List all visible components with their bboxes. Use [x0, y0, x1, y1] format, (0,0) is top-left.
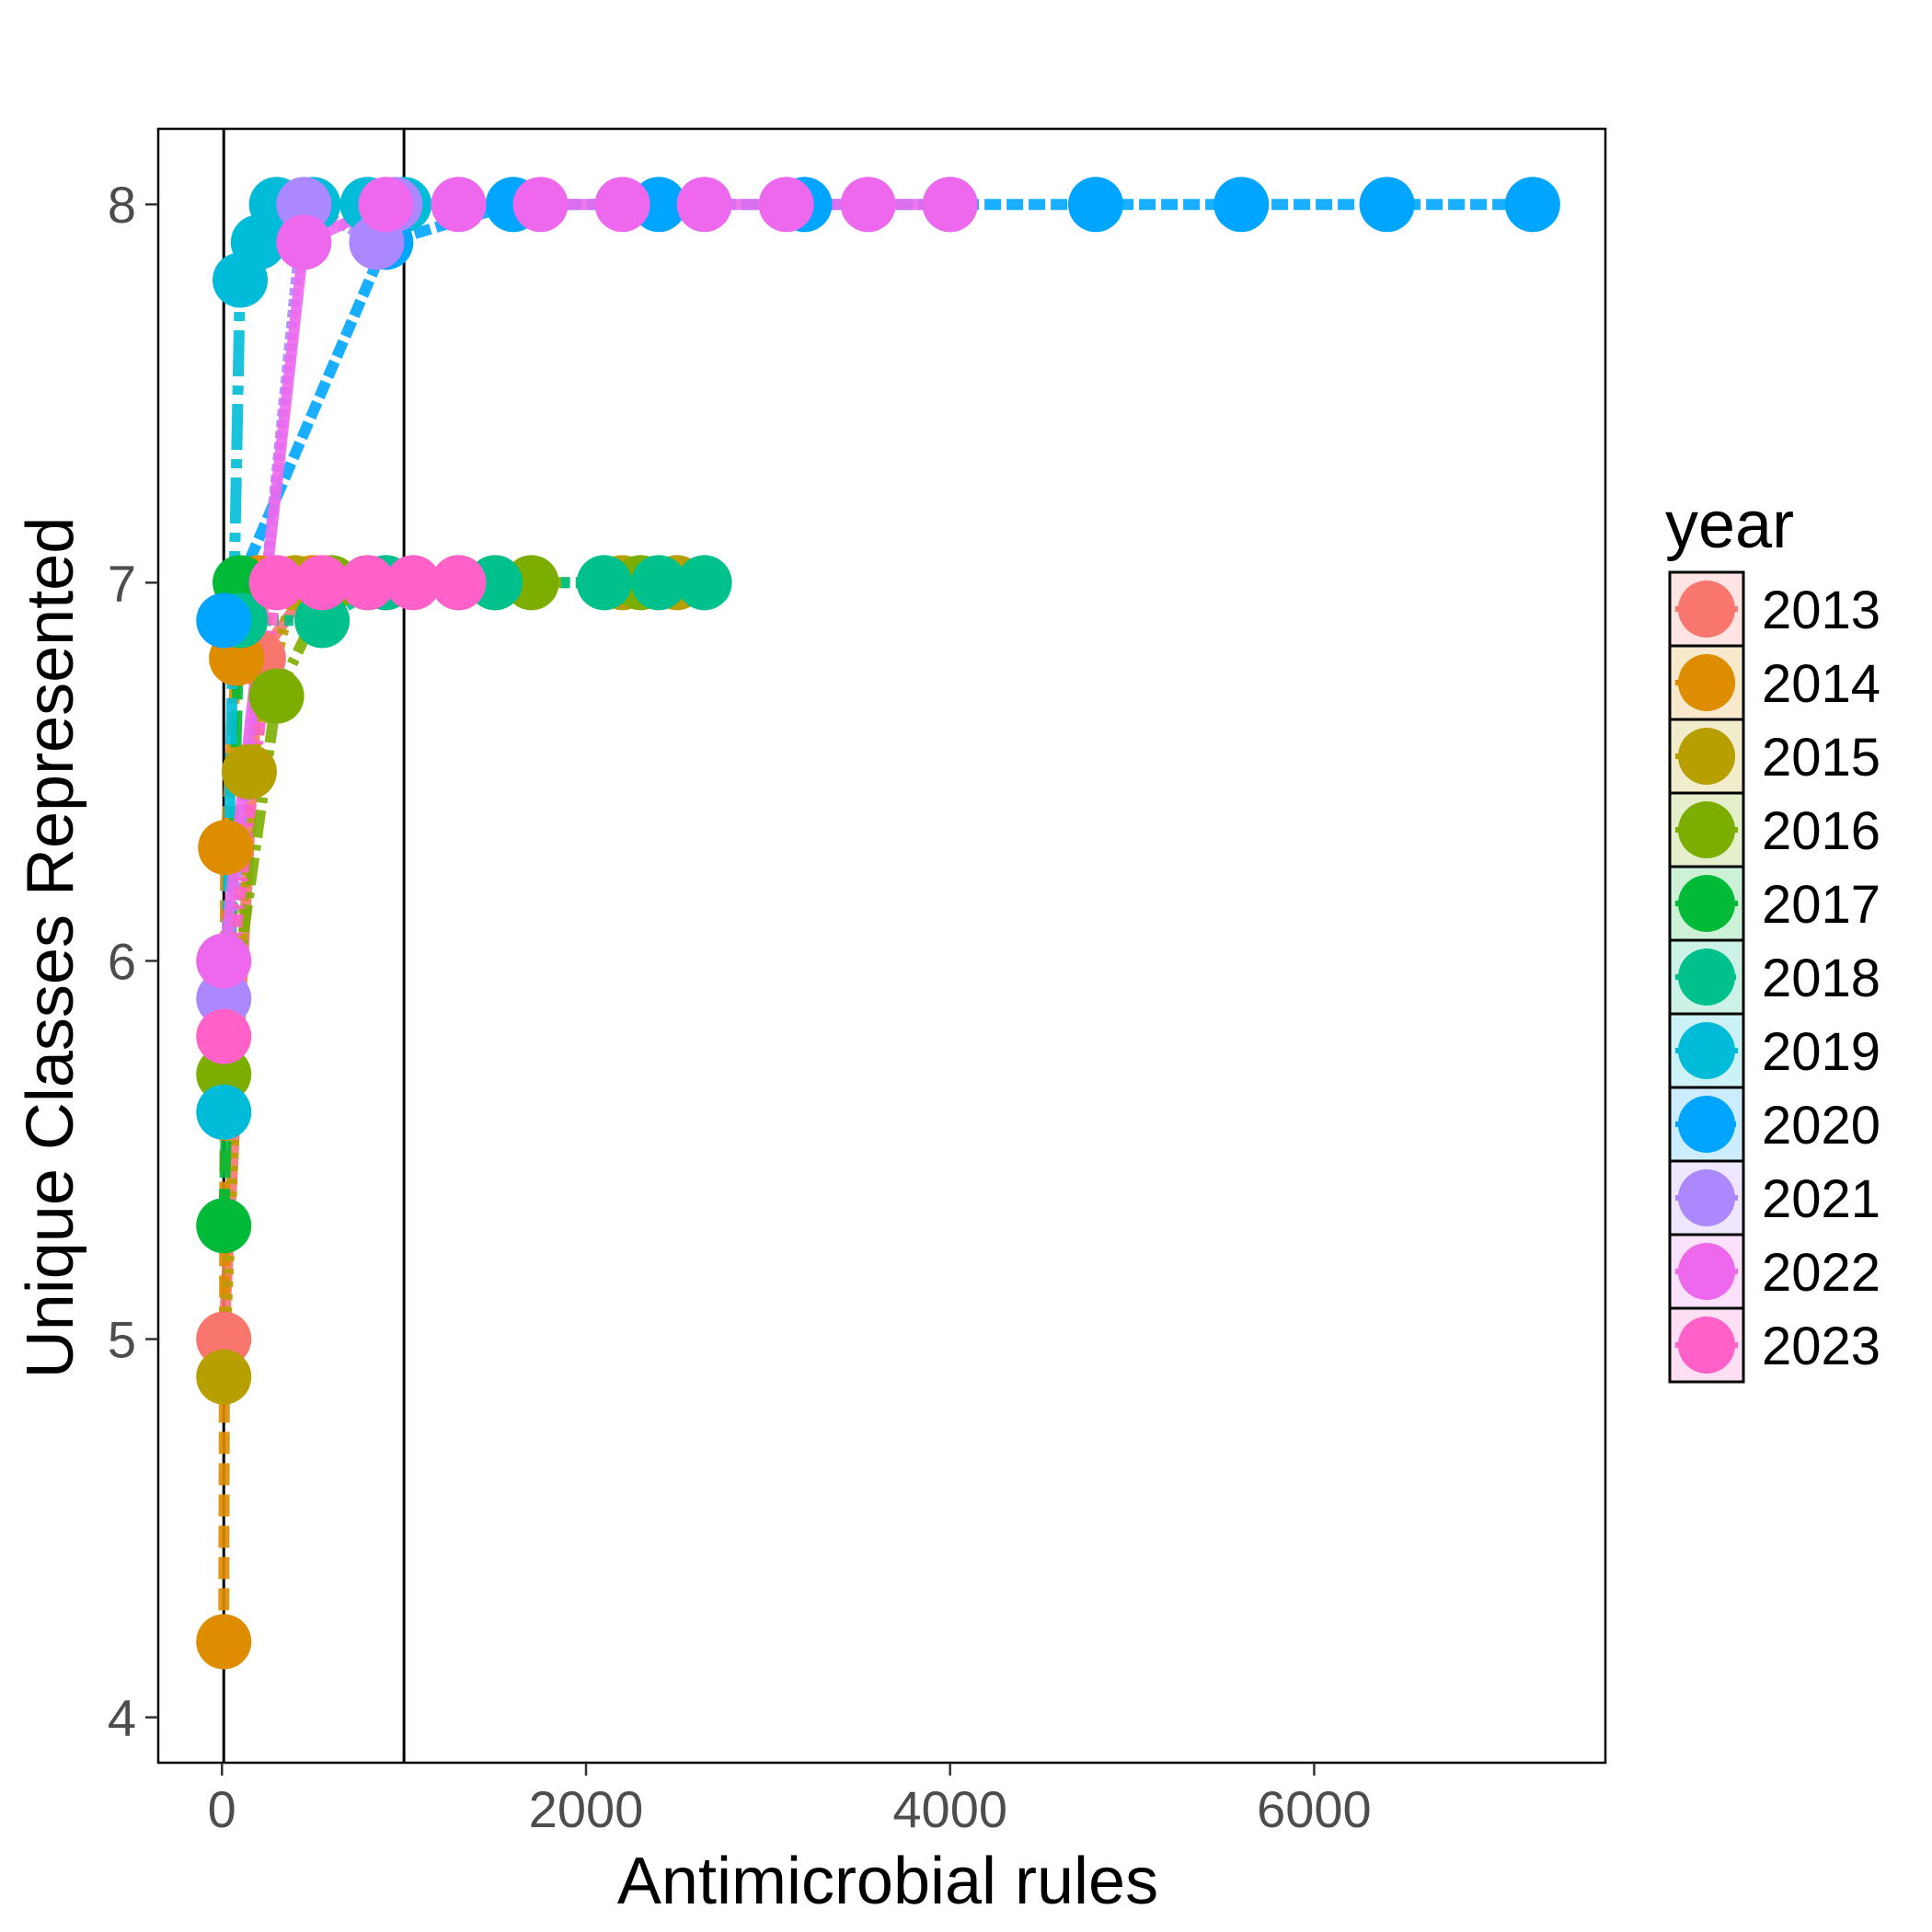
legend-label-2014: 2014: [1762, 654, 1880, 714]
data-point-2022-1: [276, 214, 332, 270]
data-point-2021-0: [196, 971, 252, 1027]
data-point-2022-3: [431, 177, 487, 233]
y-tick-label-3: 7: [108, 554, 136, 612]
legend-key-point-2023: [1678, 1317, 1735, 1374]
x-tick-label-1: 2000: [529, 1780, 644, 1838]
data-point-2023-3: [339, 555, 396, 611]
data-point-2023-4: [385, 555, 442, 611]
data-point-2022-5: [594, 177, 650, 233]
data-point-2023-2: [294, 555, 351, 611]
data-point-2023-1: [248, 555, 305, 611]
data-point-2022-9: [922, 177, 978, 233]
legend-key-point-2018: [1678, 949, 1735, 1006]
legend-key-point-2013: [1678, 581, 1735, 638]
data-point-2016-1: [248, 668, 305, 724]
legend-label-2015: 2015: [1762, 728, 1880, 788]
legend-label-2013: 2013: [1762, 581, 1880, 640]
data-point-2013-0: [196, 1311, 252, 1367]
legend-key-point-2014: [1678, 654, 1735, 711]
data-point-2018-5: [631, 555, 687, 611]
data-point-2020-0: [196, 592, 252, 649]
y-tick-label-2: 6: [108, 932, 136, 990]
data-point-2015-1: [221, 743, 277, 799]
data-point-2022-8: [840, 177, 896, 233]
data-point-2022-7: [758, 177, 814, 233]
data-point-2015-0: [196, 1349, 252, 1405]
x-tick-label-0: 0: [208, 1780, 236, 1838]
legend-label-2018: 2018: [1762, 949, 1880, 1008]
data-point-2022-0: [196, 933, 252, 989]
data-point-2020-9: [1504, 177, 1560, 233]
legend-label-2019: 2019: [1762, 1022, 1880, 1082]
legend-label-2020: 2020: [1762, 1096, 1880, 1156]
x-tick-label-3: 6000: [1257, 1780, 1372, 1838]
x-axis-title: Antimicrobial rules: [616, 1845, 1159, 1918]
data-point-2022-4: [512, 177, 569, 233]
y-axis-title: Unique Classes Represented: [14, 516, 87, 1379]
data-point-2021-1: [276, 177, 332, 233]
data-point-2020-8: [1359, 177, 1415, 233]
legend-label-2016: 2016: [1762, 801, 1880, 861]
data-point-2023-0: [196, 1008, 252, 1064]
legend-label-2017: 2017: [1762, 875, 1880, 935]
data-point-2020-6: [1067, 177, 1123, 233]
data-point-2014-1: [198, 820, 254, 876]
legend-label-2022: 2022: [1762, 1243, 1880, 1303]
legend-key-point-2017: [1678, 875, 1735, 932]
data-point-2023-5: [431, 555, 487, 611]
data-point-2018-4: [576, 555, 632, 611]
data-point-2020-7: [1213, 177, 1270, 233]
legend-key-point-2016: [1678, 801, 1735, 858]
legend-title: year: [1665, 489, 1795, 562]
y-tick-label-4: 8: [108, 176, 136, 234]
data-point-2022-2: [358, 177, 414, 233]
legend-key-point-2020: [1678, 1096, 1735, 1153]
data-point-2019-0: [196, 1084, 252, 1140]
x-tick-label-2: 4000: [892, 1780, 1007, 1838]
legend-label-2021: 2021: [1762, 1169, 1880, 1229]
plot-panel: [156, 127, 1607, 1765]
data-point-2016-0: [196, 1046, 252, 1102]
data-point-2017-0: [196, 1198, 252, 1254]
data-point-2014-0: [196, 1614, 252, 1670]
y-tick-label-1: 5: [108, 1311, 136, 1369]
legend-key-point-2015: [1678, 728, 1735, 785]
legend-label-2023: 2023: [1762, 1317, 1880, 1376]
legend-key-point-2022: [1678, 1243, 1735, 1300]
y-tick-label-0: 4: [108, 1689, 136, 1747]
data-point-2022-6: [676, 177, 732, 233]
data-point-2018-1: [294, 592, 351, 649]
legend-key-point-2019: [1678, 1022, 1735, 1079]
data-point-2018-6: [676, 555, 732, 611]
legend-key-point-2021: [1678, 1169, 1735, 1226]
